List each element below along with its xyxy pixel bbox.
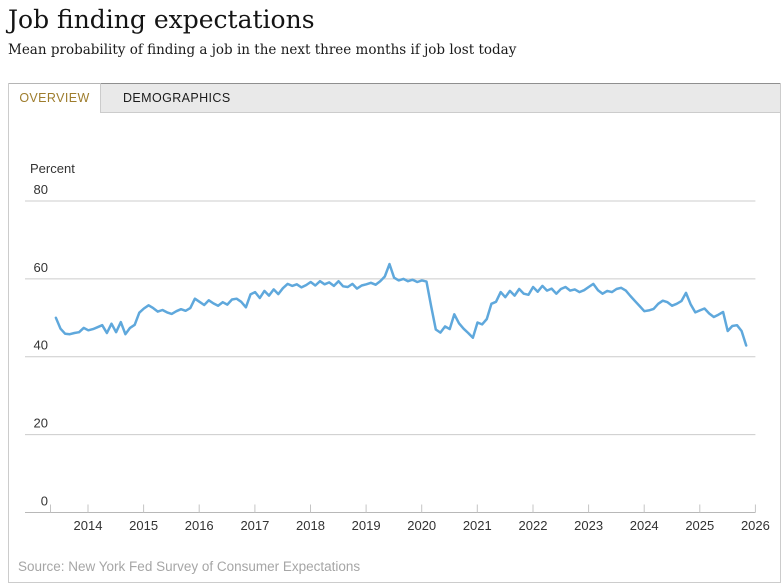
y-tick-label: 0 xyxy=(41,494,48,509)
y-tick-label: 80 xyxy=(34,182,48,197)
x-tick-label: 2018 xyxy=(296,518,325,533)
source-note: Source: New York Fed Survey of Consumer … xyxy=(18,559,361,574)
x-tick-label: 2026 xyxy=(741,518,770,533)
y-tick-label: 60 xyxy=(34,260,48,275)
page-title: Job finding expectations xyxy=(8,5,315,34)
chart-canvas[interactable]: 80 60 40 20 0 2014 2015 2016 2017 2018 2019 2020 202… xyxy=(0,120,783,585)
x-tick-label: 2014 xyxy=(74,518,103,533)
tab-overview[interactable]: OVERVIEW xyxy=(9,83,101,113)
tab-bar: OVERVIEW DEMOGRAPHICS xyxy=(9,83,780,113)
x-tick-label: 2025 xyxy=(685,518,714,533)
data-line[interactable] xyxy=(54,262,748,347)
y-axis-unit-label: Percent xyxy=(30,161,75,176)
x-tick-label: 2019 xyxy=(352,518,381,533)
x-tick-label: 2024 xyxy=(630,518,659,533)
page-subtitle: Mean probability of finding a job in the… xyxy=(8,42,517,58)
y-tick-label: 20 xyxy=(34,416,48,431)
x-tick-label: 2020 xyxy=(407,518,436,533)
x-tick-label: 2017 xyxy=(240,518,269,533)
x-tick-label: 2016 xyxy=(185,518,214,533)
x-tick-label: 2023 xyxy=(574,518,603,533)
y-tick-label: 40 xyxy=(34,338,48,353)
tab-demographics[interactable]: DEMOGRAPHICS xyxy=(123,91,231,105)
x-tick-label: 2021 xyxy=(463,518,492,533)
x-tick-label: 2015 xyxy=(129,518,158,533)
x-tick-label: 2022 xyxy=(519,518,548,533)
tab-strip: DEMOGRAPHICS xyxy=(101,83,780,113)
content-panel: OVERVIEW DEMOGRAPHICS xyxy=(8,83,781,583)
